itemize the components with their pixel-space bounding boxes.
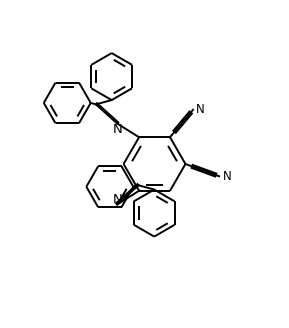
Text: N: N (113, 193, 123, 206)
Text: N: N (113, 123, 123, 136)
Text: N: N (195, 103, 204, 116)
Text: N: N (223, 170, 231, 183)
